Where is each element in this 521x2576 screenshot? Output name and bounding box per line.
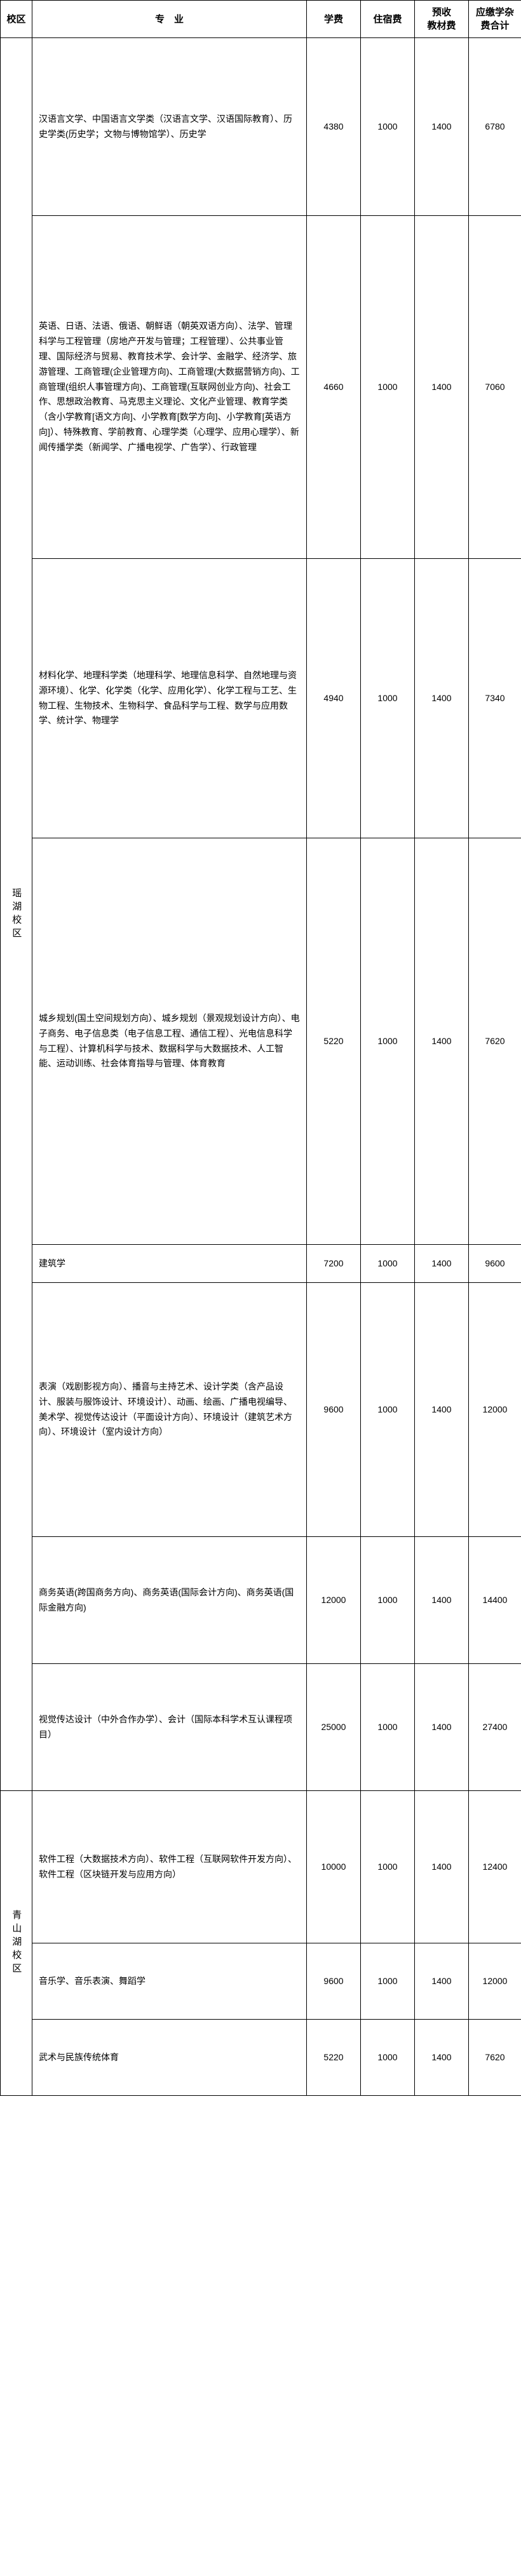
major-cell: 材料化学、地理科学类（地理科学、地理信息科学、自然地理与资源环境）、化学、化学类… [32,559,307,838]
major-cell: 商务英语(跨国商务方向)、商务英语(国际会计方向)、商务英语(国际金融方向) [32,1537,307,1664]
header-material: 预收 教材费 [415,1,469,38]
header-dorm: 住宿费 [361,1,415,38]
total-cell: 6780 [469,38,521,216]
dorm-cell: 1000 [361,38,415,216]
tuition-cell: 9600 [307,1283,361,1537]
tuition-cell: 5220 [307,2020,361,2096]
dorm-cell: 1000 [361,559,415,838]
major-cell: 软件工程（大数据技术方向）、软件工程（互联网软件开发方向）、软件工程（区块链开发… [32,1791,307,1943]
total-cell: 7060 [469,216,521,559]
table-row: 音乐学、音乐表演、舞蹈学96001000140012000 [1,1943,521,2020]
tuition-cell: 4660 [307,216,361,559]
tuition-cell: 4380 [307,38,361,216]
material-cell: 1400 [415,2020,469,2096]
dorm-cell: 1000 [361,1664,415,1791]
tuition-cell: 9600 [307,1943,361,2020]
material-cell: 1400 [415,1283,469,1537]
table-row: 表演（戏剧影视方向）、播音与主持艺术、设计学类（含产品设计、服装与服饰设计、环境… [1,1283,521,1537]
material-cell: 1400 [415,1537,469,1664]
material-cell: 1400 [415,559,469,838]
dorm-cell: 1000 [361,1943,415,2020]
header-total: 应缴学杂 费合计 [469,1,521,38]
tuition-cell: 7200 [307,1245,361,1283]
dorm-cell: 1000 [361,838,415,1245]
tuition-cell: 4940 [307,559,361,838]
dorm-cell: 1000 [361,1791,415,1943]
total-cell: 12000 [469,1943,521,2020]
major-cell: 汉语言文学、中国语言文学类（汉语言文学、汉语国际教育）、历史学类(历史学；文物与… [32,38,307,216]
total-cell: 9600 [469,1245,521,1283]
total-cell: 12000 [469,1283,521,1537]
total-cell: 12400 [469,1791,521,1943]
material-cell: 1400 [415,216,469,559]
major-cell: 建筑学 [32,1245,307,1283]
material-cell: 1400 [415,38,469,216]
dorm-cell: 1000 [361,1245,415,1283]
table-row: 瑶湖校区汉语言文学、中国语言文学类（汉语言文学、汉语国际教育）、历史学类(历史学… [1,38,521,216]
major-cell: 英语、日语、法语、俄语、朝鲜语（朝英双语方向）、法学、管理科学与工程管理（房地产… [32,216,307,559]
material-cell: 1400 [415,838,469,1245]
material-cell: 1400 [415,1943,469,2020]
fee-table: 校区 专 业 学费 住宿费 预收 教材费 应缴学杂 费合计 瑶湖校区汉语言文学、… [0,0,521,2096]
dorm-cell: 1000 [361,1283,415,1537]
dorm-cell: 1000 [361,216,415,559]
material-cell: 1400 [415,1664,469,1791]
total-cell: 7620 [469,2020,521,2096]
campus-cell: 青山湖校区 [1,1791,32,2096]
tuition-cell: 10000 [307,1791,361,1943]
total-cell: 14400 [469,1537,521,1664]
table-row: 商务英语(跨国商务方向)、商务英语(国际会计方向)、商务英语(国际金融方向)12… [1,1537,521,1664]
dorm-cell: 1000 [361,2020,415,2096]
campus-cell: 瑶湖校区 [1,38,32,1791]
table-row: 建筑学7200100014009600 [1,1245,521,1283]
header-major: 专 业 [32,1,307,38]
header-tuition: 学费 [307,1,361,38]
table-row: 青山湖校区软件工程（大数据技术方向）、软件工程（互联网软件开发方向）、软件工程（… [1,1791,521,1943]
major-cell: 城乡规划(国土空间规划方向）、城乡规划（景观规划设计方向）、电子商务、电子信息类… [32,838,307,1245]
tuition-cell: 25000 [307,1664,361,1791]
tuition-cell: 5220 [307,838,361,1245]
header-row: 校区 专 业 学费 住宿费 预收 教材费 应缴学杂 费合计 [1,1,521,38]
major-cell: 视觉传达设计（中外合作办学）、会计（国际本科学术互认课程项目） [32,1664,307,1791]
table-row: 材料化学、地理科学类（地理科学、地理信息科学、自然地理与资源环境）、化学、化学类… [1,559,521,838]
major-cell: 音乐学、音乐表演、舞蹈学 [32,1943,307,2020]
table-row: 视觉传达设计（中外合作办学）、会计（国际本科学术互认课程项目）250001000… [1,1664,521,1791]
dorm-cell: 1000 [361,1537,415,1664]
material-cell: 1400 [415,1791,469,1943]
material-cell: 1400 [415,1245,469,1283]
table-row: 武术与民族传统体育5220100014007620 [1,2020,521,2096]
header-campus: 校区 [1,1,32,38]
total-cell: 7340 [469,559,521,838]
table-row: 城乡规划(国土空间规划方向）、城乡规划（景观规划设计方向）、电子商务、电子信息类… [1,838,521,1245]
tuition-cell: 12000 [307,1537,361,1664]
table-body: 瑶湖校区汉语言文学、中国语言文学类（汉语言文学、汉语国际教育）、历史学类(历史学… [1,38,521,2096]
table-row: 英语、日语、法语、俄语、朝鲜语（朝英双语方向）、法学、管理科学与工程管理（房地产… [1,216,521,559]
total-cell: 27400 [469,1664,521,1791]
major-cell: 表演（戏剧影视方向）、播音与主持艺术、设计学类（含产品设计、服装与服饰设计、环境… [32,1283,307,1537]
total-cell: 7620 [469,838,521,1245]
major-cell: 武术与民族传统体育 [32,2020,307,2096]
